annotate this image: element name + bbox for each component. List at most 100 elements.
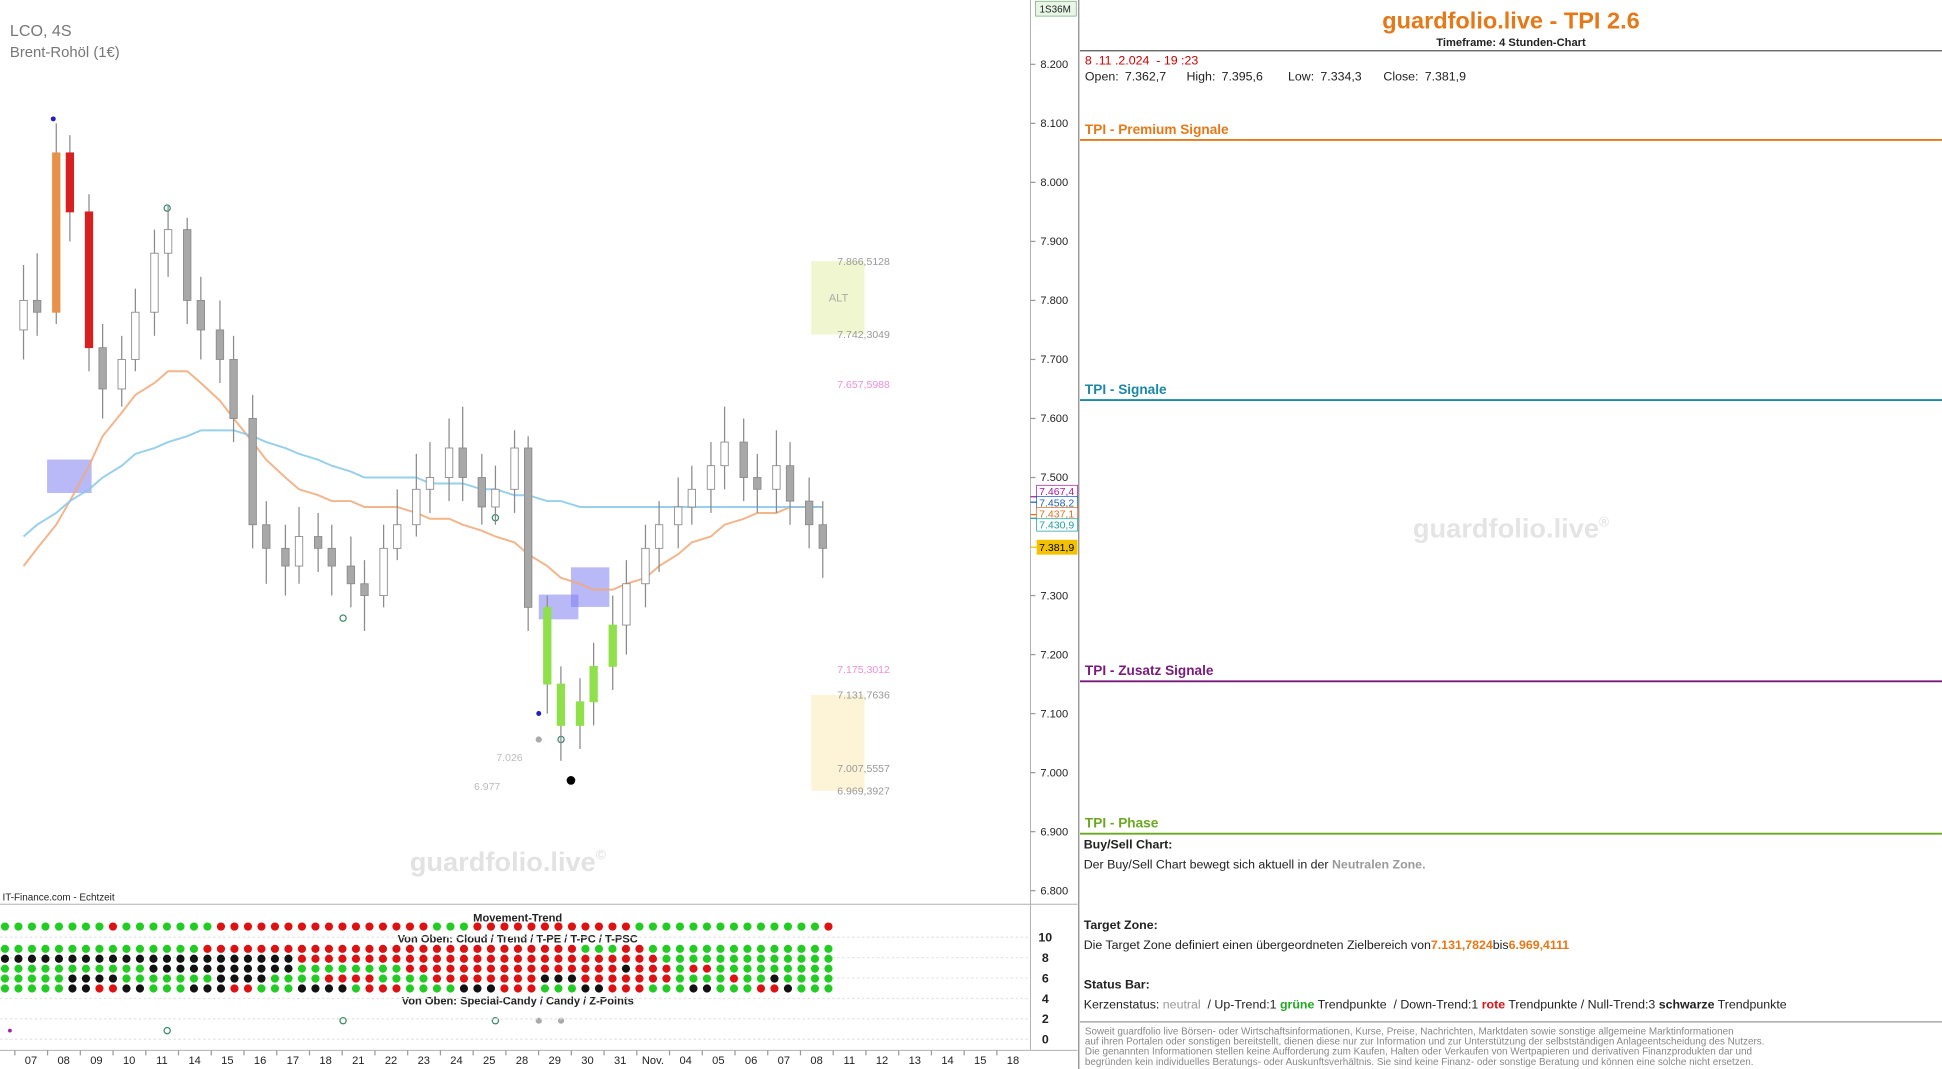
- y-tick-label: 7.500: [1040, 472, 1068, 484]
- trend-dot: [540, 954, 550, 963]
- indicator-title: Movement-Trend: [473, 913, 562, 925]
- candle-body: [556, 683, 566, 726]
- trend-dot: [203, 954, 212, 963]
- trend-dot: [810, 974, 820, 983]
- special-point: [491, 1016, 500, 1025]
- trend-dot: [189, 954, 199, 963]
- indicator-tick-label: 6: [1042, 971, 1049, 985]
- trend-dot: [41, 922, 50, 931]
- x-tick-label: 23: [418, 1055, 430, 1067]
- trend-dot: [81, 922, 91, 931]
- trend-dot: [68, 944, 77, 953]
- trend-dot: [324, 974, 334, 983]
- trend-dot: [621, 922, 631, 931]
- trend-dot: [351, 954, 361, 963]
- candle-body: [84, 211, 94, 349]
- trend-dot: [176, 964, 185, 973]
- disclaimer: begründen kein individuelles Beratungs- …: [1085, 1057, 1754, 1068]
- trend-dot: [378, 964, 388, 973]
- trend-dot: [797, 922, 806, 931]
- trend-dot: [594, 922, 604, 931]
- trend-dot: [635, 964, 644, 973]
- trend-dot: [689, 922, 698, 931]
- text: Die Target Zone definiert einen übergeor…: [1084, 938, 1431, 952]
- x-tick-label: 14: [188, 1055, 200, 1067]
- trend-dot: [284, 974, 293, 983]
- trend-dot: [270, 984, 280, 993]
- trend-dot: [284, 922, 293, 931]
- trend-dot: [783, 984, 793, 993]
- trend-dot: [68, 954, 77, 963]
- trend-dot: [473, 944, 482, 953]
- badge-box: [1035, 0, 1077, 17]
- trend-dot: [486, 964, 496, 973]
- candle-body: [196, 300, 205, 331]
- ohlc-label: Close:: [1383, 70, 1418, 84]
- trend-dot: [216, 944, 226, 953]
- trend-dot: [135, 922, 145, 931]
- price-marker-label: 7.381,9: [1039, 542, 1074, 554]
- trend-dot: [756, 984, 766, 993]
- trend-dot: [284, 964, 293, 973]
- trend-dot: [594, 964, 604, 973]
- trend-dot: [122, 974, 131, 983]
- candle-body: [215, 329, 225, 360]
- level-label: 6.969,3927: [837, 785, 890, 797]
- trend-dot: [392, 954, 401, 963]
- trend-dot: [554, 922, 563, 931]
- trend-dot: [365, 944, 374, 953]
- trend-dot: [419, 984, 428, 993]
- trend-dot: [324, 954, 334, 963]
- trend-dot: [702, 954, 712, 963]
- trend-dot: [324, 944, 334, 953]
- trend-dot: [513, 944, 523, 953]
- x-tick-label: Nov.: [642, 1055, 664, 1067]
- trend-dot: [257, 984, 266, 993]
- indicator-tick-label: 4: [1042, 992, 1049, 1006]
- trend-dot: [824, 964, 833, 973]
- trend-dot: [783, 964, 793, 973]
- trend-dot: [405, 974, 415, 983]
- trend-dot: [216, 984, 226, 993]
- trend-dot: [770, 964, 779, 973]
- trend-dot: [162, 984, 172, 993]
- trend-dot: [594, 974, 604, 983]
- trend-dot: [230, 984, 239, 993]
- trend-dot: [122, 984, 131, 993]
- price-marker-label: 7.467,4: [1039, 486, 1074, 498]
- trend-dot: [95, 944, 104, 953]
- target-value: 7.131,7824: [1431, 938, 1493, 952]
- trend-dot: [473, 974, 482, 983]
- trend-dot: [149, 964, 158, 973]
- x-tick-label: 24: [450, 1055, 462, 1067]
- trend-dot: [662, 944, 671, 953]
- trend-dot: [756, 974, 766, 983]
- candle-body: [262, 524, 271, 549]
- trend-dot: [14, 974, 23, 983]
- trend-dot: [176, 922, 185, 931]
- trend-dot: [176, 944, 185, 953]
- section-title: TPI - Premium Signale: [1085, 122, 1229, 137]
- trend-dot: [716, 922, 725, 931]
- moving-average: [22, 370, 823, 591]
- trend-dot: [0, 954, 10, 963]
- trend-dot: [581, 944, 590, 953]
- trend-dot: [554, 944, 563, 953]
- y-tick-label: 7.900: [1040, 236, 1068, 248]
- trend-dot: [770, 954, 779, 963]
- trend-dot: [446, 964, 455, 973]
- trend-dot: [594, 984, 604, 993]
- candle-body: [785, 465, 795, 502]
- trend-dot: [459, 944, 469, 953]
- x-tick-label: 10: [123, 1055, 135, 1067]
- trend-dot: [338, 922, 347, 931]
- target-zone: [811, 694, 865, 791]
- trend-dot: [432, 964, 442, 973]
- x-tick-label: 28: [516, 1055, 528, 1067]
- candle-body: [687, 488, 696, 508]
- trend-dot: [243, 964, 253, 973]
- trend-dot: [108, 974, 118, 983]
- candle-body: [641, 547, 650, 585]
- trend-dot: [824, 944, 833, 953]
- price-note: 7.026: [496, 752, 522, 764]
